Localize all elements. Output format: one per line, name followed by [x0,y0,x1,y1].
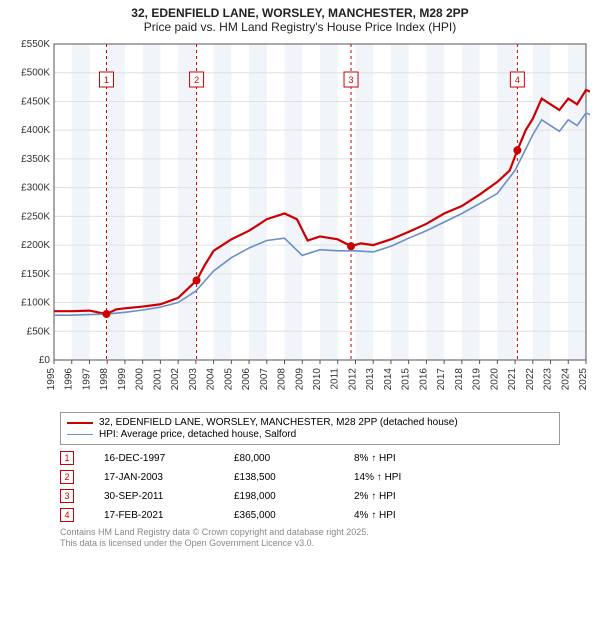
y-tick-label: £50K [27,326,51,337]
x-tick-label: 1999 [117,368,128,391]
sale-change: 14% ↑ HPI [354,472,454,483]
sales-table: 116-DEC-1997£80,0008% ↑ HPI217-JAN-2003£… [60,451,560,522]
sale-dot [193,276,201,284]
x-tick-label: 2016 [418,368,429,391]
chart-subtitle: Price paid vs. HM Land Registry's House … [10,20,590,34]
sale-change: 4% ↑ HPI [354,510,454,521]
legend-swatch [67,422,93,424]
x-tick-label: 2011 [330,368,341,390]
y-tick-label: £100K [21,298,50,309]
y-tick-label: £350K [21,154,50,165]
sale-row: 2 17-JAN-2003£138,50014% ↑ HPI [60,470,560,484]
sale-row: 3 30-SEP-2011£198,0002% ↑ HPI [60,489,560,503]
x-tick-label: 2007 [259,368,270,391]
x-tick-label: 2000 [135,368,146,391]
sale-price: £80,000 [234,453,354,464]
sale-change: 2% ↑ HPI [354,491,454,502]
x-tick-label: 2013 [365,368,376,391]
x-tick-label: 2006 [241,368,252,391]
x-tick-label: 1997 [81,368,92,391]
y-tick-label: £500K [21,68,50,79]
x-tick-label: 2004 [206,368,217,391]
x-tick-label: 2023 [543,368,554,391]
x-tick-label: 2012 [347,368,358,391]
legend-label: 32, EDENFIELD LANE, WORSLEY, MANCHESTER,… [99,417,458,428]
x-tick-label: 2010 [312,368,323,391]
x-tick-label: 2015 [401,368,412,391]
x-tick-label: 2017 [436,368,447,391]
sale-date: 16-DEC-1997 [104,453,234,464]
x-tick-label: 1996 [64,368,75,391]
x-tick-label: 2025 [578,368,589,391]
sale-marker: 4 [60,508,74,522]
y-tick-label: £250K [21,211,50,222]
chart-title: 32, EDENFIELD LANE, WORSLEY, MANCHESTER,… [10,6,590,20]
sale-marker: 2 [60,470,74,484]
y-tick-label: £450K [21,96,50,107]
x-tick-label: 2005 [223,368,234,391]
x-tick-label: 1998 [99,368,110,391]
y-tick-label: £300K [21,183,50,194]
line-chart: £0 £50K £100K £150K £200K £250K £300K £350K £400… [10,38,590,408]
svg-text:3: 3 [349,75,354,85]
legend-item: HPI: Average price, detached house, Salf… [67,429,553,440]
y-tick-label: £0 [39,355,51,366]
x-tick-label: 2021 [507,368,518,391]
x-tick-label: 2014 [383,368,394,391]
sale-marker: 1 [60,451,74,465]
x-tick-label: 2024 [560,368,571,391]
sale-price: £365,000 [234,510,354,521]
sale-date: 17-FEB-2021 [104,510,234,521]
sale-marker: 3 [60,489,74,503]
y-tick-label: £200K [21,240,50,251]
sale-price: £198,000 [234,491,354,502]
sale-row: 4 17-FEB-2021£365,0004% ↑ HPI [60,508,560,522]
sale-price: £138,500 [234,472,354,483]
y-tick-label: £550K [21,39,50,50]
x-tick-label: 2018 [454,368,465,391]
x-tick-label: 2003 [188,368,199,391]
sale-row: 1 16-DEC-1997£80,0008% ↑ HPI [60,451,560,465]
sale-dot [513,146,521,154]
y-tick-label: £150K [21,269,50,280]
legend-item: 32, EDENFIELD LANE, WORSLEY, MANCHESTER,… [67,417,553,428]
legend: 32, EDENFIELD LANE, WORSLEY, MANCHESTER,… [60,412,560,445]
legend-swatch [67,434,93,435]
attribution: Contains HM Land Registry data © Crown c… [60,527,590,550]
sale-change: 8% ↑ HPI [354,453,454,464]
svg-text:4: 4 [515,75,520,85]
x-tick-label: 1995 [46,368,57,391]
x-tick-label: 2019 [472,368,483,391]
x-tick-label: 2001 [152,368,163,391]
x-tick-label: 2009 [294,368,305,391]
x-tick-label: 2002 [170,368,181,391]
footer-line: This data is licensed under the Open Gov… [60,538,590,549]
y-tick-label: £400K [21,125,50,136]
x-tick-label: 2022 [525,368,536,391]
sale-date: 17-JAN-2003 [104,472,234,483]
x-tick-label: 2008 [277,368,288,391]
footer-line: Contains HM Land Registry data © Crown c… [60,527,590,538]
legend-label: HPI: Average price, detached house, Salf… [99,429,296,440]
sale-dot [102,310,110,318]
sale-dot [347,242,355,250]
svg-text:2: 2 [194,75,199,85]
sale-date: 30-SEP-2011 [104,491,234,502]
svg-text:1: 1 [104,75,109,85]
x-tick-label: 2020 [489,368,500,391]
